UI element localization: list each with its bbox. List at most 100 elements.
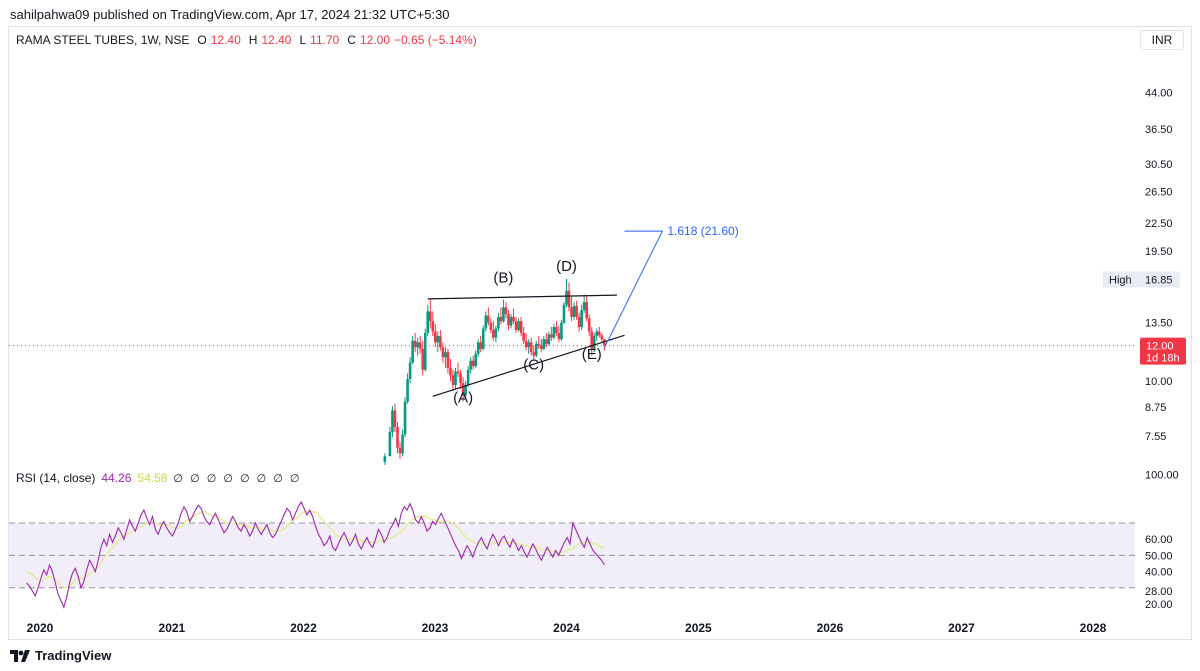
time-axis-label: 2021 [159, 621, 186, 635]
rsi-na-values: ∅ ∅ ∅ ∅ ∅ ∅ ∅ ∅ [173, 473, 302, 485]
trendline-upper [427, 294, 617, 300]
candle [580, 304, 583, 330]
candle-body [439, 336, 442, 348]
candle [388, 426, 392, 457]
candle-body [418, 342, 422, 349]
candle [431, 311, 435, 337]
candle [497, 312, 500, 332]
rsi-axis-label: 60.00 [1145, 534, 1173, 546]
price-axis-label: 44.00 [1145, 88, 1173, 100]
candle-body [476, 342, 480, 354]
rsi-name: RSI (14, close) [16, 471, 96, 485]
candle [418, 336, 422, 354]
price-pane [9, 278, 1135, 465]
candle-body [383, 456, 387, 462]
candle [471, 355, 475, 370]
candle-body [585, 302, 588, 319]
candle-body [502, 307, 505, 322]
candle [587, 314, 591, 337]
candle-body [504, 307, 508, 315]
candle-body [562, 304, 566, 323]
candle [416, 337, 419, 356]
candle-body [451, 375, 455, 386]
candle [449, 359, 452, 382]
candle [534, 340, 538, 358]
candle-body [547, 334, 551, 344]
candle [572, 302, 576, 320]
candle-body [529, 342, 533, 353]
candle [592, 333, 596, 353]
candle-body [527, 342, 530, 348]
chart-frame [8, 26, 1192, 640]
candle-body [436, 336, 440, 343]
candle [451, 369, 455, 392]
candle-body [403, 401, 407, 435]
candle [441, 342, 445, 363]
candle-body [507, 314, 510, 326]
candle-body [492, 329, 495, 338]
currency-button[interactable]: INR [1140, 30, 1184, 50]
price-axis-label: 30.50 [1145, 159, 1173, 171]
rsi-axis-label: 40.00 [1145, 567, 1173, 579]
candle [514, 316, 518, 334]
candle-body [560, 322, 563, 340]
candle [461, 377, 465, 402]
candle-body [534, 343, 538, 356]
candle-body [603, 339, 606, 346]
time-axis-label: 2022 [290, 621, 317, 635]
candle [512, 308, 515, 325]
candle-body [474, 353, 477, 367]
candle [444, 347, 447, 368]
wave-label: (E) [582, 346, 602, 363]
candle-body [469, 360, 472, 370]
candle [545, 333, 548, 348]
candle-body [524, 340, 528, 348]
close-label: C [347, 33, 356, 47]
wave-label: (C) [523, 357, 544, 374]
countdown: 1d 18h [1146, 353, 1180, 365]
candle [555, 321, 558, 337]
price-axis-label: 7.55 [1145, 431, 1166, 443]
candle [502, 299, 505, 323]
annotations: 1.618 (21.60) (A) (B) (C) (D) (E) [427, 224, 739, 407]
rsi-axis-label: 20.00 [1145, 599, 1173, 611]
time-axis-label: 2020 [27, 621, 54, 635]
close-value: 12.00 [359, 33, 390, 47]
candle [423, 328, 427, 372]
price-axis-label: 8.75 [1145, 402, 1166, 414]
axes: 44.00 36.50 30.50 26.50 22.50 19.50 13.50 10.00… [27, 88, 1186, 635]
candle [567, 282, 571, 312]
candle-body [466, 369, 470, 386]
time-axis-label: 2027 [948, 621, 975, 635]
candle [585, 295, 588, 322]
candle [454, 367, 457, 390]
candle [570, 296, 573, 322]
candle-body [471, 360, 475, 367]
fib-projection-label: 1.618 (21.60) [667, 224, 738, 238]
candle-body [494, 328, 498, 338]
candle [481, 325, 485, 351]
candle-body [595, 331, 599, 337]
candle-body [434, 331, 437, 343]
candle-body [545, 339, 548, 344]
trendline-lower [432, 334, 625, 397]
price-axis-label: 13.50 [1145, 318, 1173, 330]
candle [550, 327, 553, 341]
candle [600, 333, 604, 343]
candle [547, 331, 551, 346]
candle [509, 314, 513, 329]
rsi-pane [26, 500, 605, 609]
candle [393, 403, 397, 432]
candle-body [542, 339, 546, 349]
candle-body [393, 410, 397, 427]
candle-body [489, 322, 493, 330]
candle [507, 310, 510, 330]
candle [456, 362, 460, 378]
candle-body [416, 342, 419, 348]
candle-body [517, 321, 520, 330]
candle [434, 324, 437, 348]
candle [408, 357, 412, 384]
open-label: O [197, 33, 207, 47]
time-axis-label: 2028 [1080, 621, 1107, 635]
